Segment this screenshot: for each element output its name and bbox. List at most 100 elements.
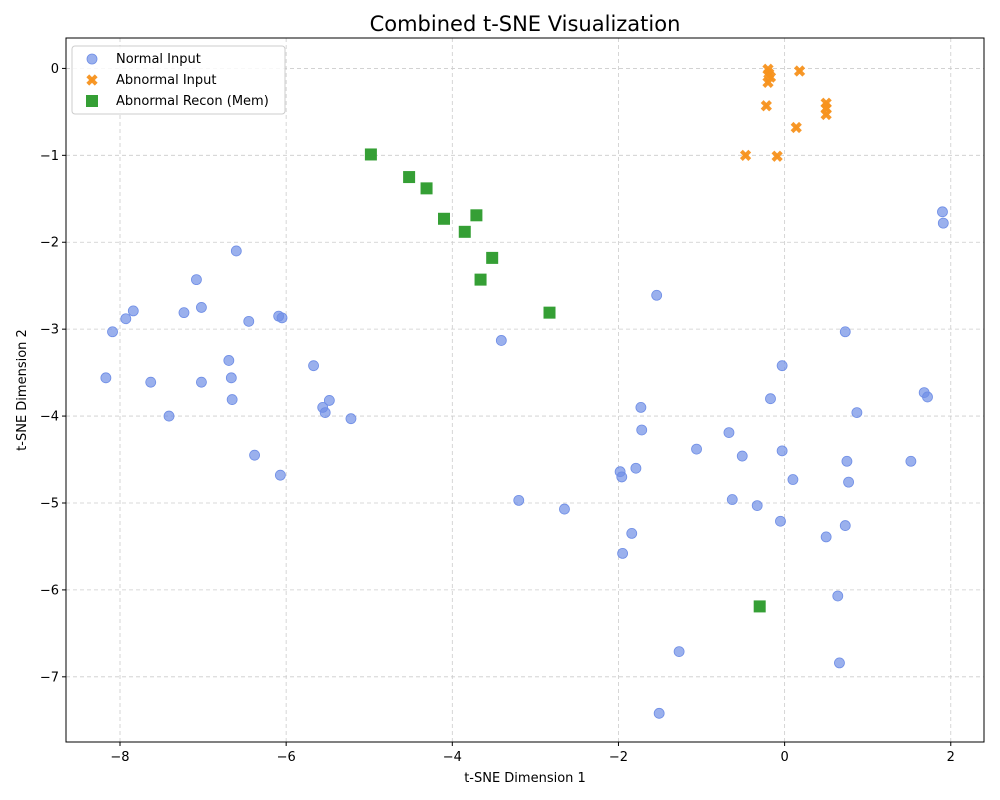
- x-tick-label: 2: [947, 750, 955, 765]
- legend-marker-normal-input: [86, 53, 98, 65]
- normal-input-point: [851, 407, 863, 418]
- normal-input-point: [651, 289, 663, 301]
- abnormal-input-point: [760, 100, 772, 112]
- y-tick-label: −5: [40, 496, 59, 511]
- normal-input-point: [726, 494, 738, 505]
- x-axis-ticks: −8 −6 −4 −2 0 2: [110, 742, 955, 765]
- normal-input-point: [673, 646, 685, 658]
- normal-input-point: [776, 360, 788, 372]
- normal-input-point: [345, 413, 357, 425]
- abnormal-input-point: [790, 121, 802, 134]
- normal-input-point: [937, 217, 949, 229]
- normal-input-point: [225, 372, 237, 384]
- normal-input-point: [191, 274, 202, 286]
- normal-input-point: [751, 500, 763, 511]
- y-tick-label: −6: [40, 583, 59, 598]
- normal-input-point: [839, 326, 851, 338]
- normal-input-point: [636, 424, 648, 436]
- abnormal-input-point: [739, 149, 752, 161]
- x-tick-label: −8: [110, 750, 129, 765]
- abnormal-recon-point: [438, 212, 450, 225]
- normal-input-point: [323, 395, 335, 406]
- y-tick-label: 0: [51, 62, 59, 77]
- legend-label-abnormal-recon: Abnormal Recon (Mem): [116, 94, 269, 109]
- abnormal-recon-point: [458, 225, 471, 238]
- grid-lines: [66, 38, 984, 742]
- x-tick-label: −6: [277, 750, 296, 765]
- normal-input-point: [107, 326, 118, 338]
- normal-input-point: [196, 376, 207, 388]
- normal-input-point: [120, 313, 132, 325]
- normal-input-point: [841, 455, 853, 467]
- abnormal-recon-point: [470, 209, 483, 222]
- y-tick-label: −4: [40, 410, 59, 425]
- normal-input-point: [276, 312, 288, 324]
- normal-input-point: [905, 455, 917, 467]
- y-axis-ticks: 0 −1 −2 −3 −4 −5 −6 −7: [40, 62, 66, 685]
- normal-input-point: [787, 474, 799, 485]
- x-tick-label: −4: [443, 750, 462, 765]
- data-points: [100, 63, 949, 719]
- normal-input-point: [630, 462, 642, 474]
- normal-input-point: [513, 494, 525, 506]
- legend-markers: [86, 53, 98, 107]
- normal-input-point: [230, 245, 242, 257]
- normal-input-point: [100, 372, 112, 384]
- y-tick-label: −2: [40, 236, 59, 251]
- legend-marker-abnormal-input: [86, 74, 98, 86]
- y-tick-label: −1: [40, 149, 59, 164]
- normal-input-point: [196, 302, 207, 313]
- y-axis-label: t-SNE Dimension 2: [15, 329, 30, 451]
- y-tick-label: −3: [40, 323, 59, 338]
- abnormal-input-point: [820, 108, 832, 121]
- y-tick-label: −7: [40, 670, 59, 685]
- normal-input-point: [226, 394, 238, 405]
- abnormal-recon-point: [474, 273, 487, 286]
- x-tick-label: 0: [780, 750, 788, 765]
- legend: Normal Input Abnormal Input Abnormal Rec…: [71, 45, 286, 115]
- abnormal-input-point: [793, 65, 806, 77]
- legend-label-abnormal-input: Abnormal Input: [116, 73, 217, 88]
- normal-input-point: [775, 515, 786, 527]
- normal-input-point: [249, 449, 260, 461]
- normal-input-point: [820, 531, 832, 543]
- normal-input-point: [223, 355, 235, 366]
- normal-input-point: [832, 590, 844, 602]
- normal-input-point: [635, 401, 647, 413]
- normal-input-point: [163, 410, 175, 422]
- abnormal-recon-point: [403, 171, 416, 184]
- abnormal-recon-point: [543, 306, 556, 319]
- chart-title: Combined t-SNE Visualization: [370, 12, 681, 36]
- normal-input-point: [776, 445, 788, 457]
- abnormal-recon-point: [420, 182, 433, 195]
- abnormal-recon-point: [486, 251, 499, 264]
- legend-label-normal-input: Normal Input: [116, 52, 201, 67]
- normal-input-point: [617, 547, 629, 559]
- abnormal-recon-point: [753, 600, 766, 613]
- normal-input-point: [274, 469, 286, 481]
- abnormal-input-point: [762, 76, 774, 88]
- normal-input-point: [178, 307, 190, 319]
- normal-input-point: [127, 305, 139, 317]
- normal-input-point: [765, 393, 776, 405]
- legend-marker-abnormal-recon: [86, 95, 98, 107]
- normal-input-point: [839, 520, 851, 531]
- normal-input-point: [319, 407, 331, 418]
- x-axis-label: t-SNE Dimension 1: [464, 771, 586, 786]
- abnormal-recon-point: [364, 148, 377, 161]
- normal-input-point: [843, 476, 854, 488]
- normal-input-point: [495, 335, 507, 346]
- normal-input-point: [723, 427, 735, 438]
- normal-input-point: [559, 503, 570, 515]
- normal-input-point: [616, 471, 628, 483]
- normal-input-point: [626, 528, 638, 539]
- normal-input-point: [691, 443, 702, 455]
- normal-input-point: [937, 206, 948, 218]
- normal-input-point: [243, 315, 255, 327]
- normal-input-point: [308, 360, 319, 372]
- normal-input-point: [834, 657, 845, 669]
- normal-input-point: [145, 376, 157, 388]
- x-tick-label: −2: [609, 750, 628, 765]
